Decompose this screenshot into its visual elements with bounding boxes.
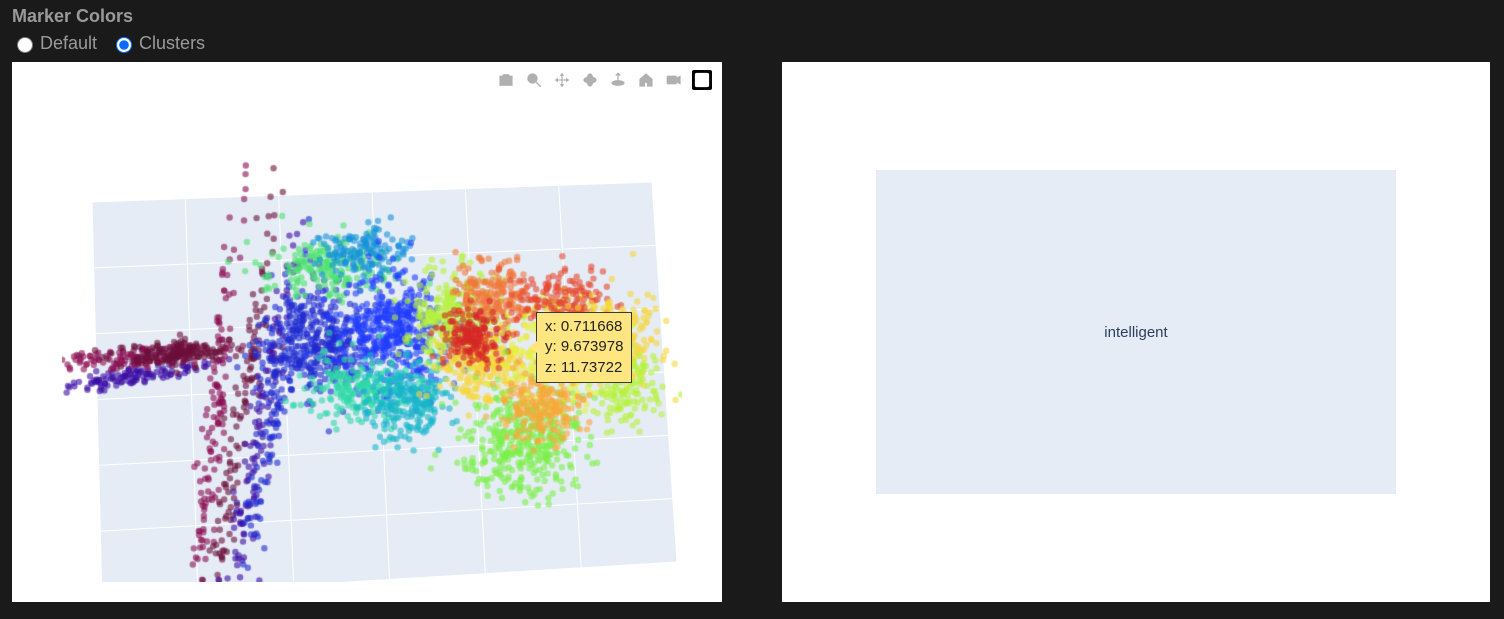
panels-row: x: 0.711668 y: 9.673978 z: 11.73722 inte…	[0, 54, 1504, 612]
radio-default[interactable]	[17, 37, 33, 53]
zoom-icon[interactable]	[524, 70, 544, 90]
hover-tooltip: x: 0.711668 y: 9.673978 z: 11.73722	[536, 312, 632, 383]
tooltip-y-label: y	[545, 338, 553, 355]
camera-icon[interactable]	[496, 70, 516, 90]
tooltip-z-label: z	[545, 359, 553, 376]
marker-colors-title: Marker Colors	[12, 6, 1492, 27]
tooltip-x-value: 0.711668	[561, 318, 622, 335]
scatter3d-panel: x: 0.711668 y: 9.673978 z: 11.73722	[12, 62, 722, 602]
turntable-icon[interactable]	[608, 70, 628, 90]
detail-text: intelligent	[1104, 324, 1167, 341]
detail-placeholder: intelligent	[876, 170, 1396, 494]
record-icon[interactable]	[664, 70, 684, 90]
orbit-icon[interactable]	[580, 70, 600, 90]
radio-clusters-label[interactable]: Clusters	[139, 33, 205, 54]
plot-toolbar	[496, 70, 712, 90]
pan-icon[interactable]	[552, 70, 572, 90]
scatter3d-plot[interactable]: x: 0.711668 y: 9.673978 z: 11.73722	[62, 142, 682, 582]
plotly-icon[interactable]	[692, 70, 712, 90]
radio-clusters[interactable]	[116, 37, 132, 53]
detail-panel: intelligent	[782, 62, 1490, 602]
tooltip-x-label: x	[545, 318, 553, 335]
controls-panel: Marker Colors Default Clusters	[0, 0, 1504, 54]
tooltip-z-value: 11.73722	[561, 359, 622, 376]
home-icon[interactable]	[636, 70, 656, 90]
radio-default-label[interactable]: Default	[40, 33, 97, 54]
marker-colors-radios: Default Clusters	[12, 33, 1492, 54]
tooltip-y-value: 9.673978	[561, 338, 624, 355]
